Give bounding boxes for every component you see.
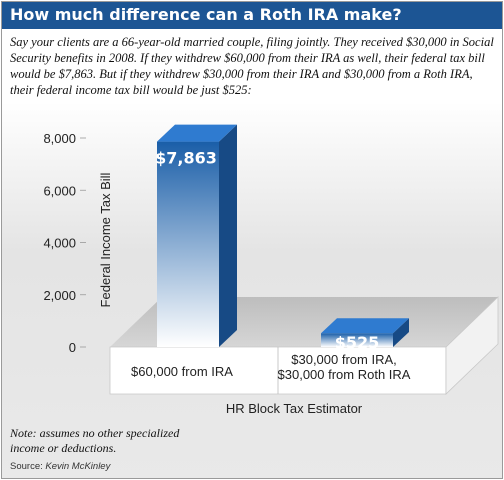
x-category-label-line: $30,000 from IRA, [291,352,397,367]
bar-top [157,124,237,142]
x-category-label-line: $60,000 from IRA [131,364,233,379]
y-tick-label: 6,000 [43,183,76,198]
bar [321,318,409,347]
bar-side [393,318,409,347]
bar-side [219,124,237,347]
x-category-label: $60,000 from IRA [131,364,233,379]
footnote: Note: assumes no other specialized incom… [10,426,180,455]
y-tick-label: 0 [69,340,76,355]
source-name: Kevin McKinley [45,461,111,472]
bar-data-label: $7,863 [155,149,217,168]
bar-front [321,333,393,347]
y-tick-label: 8,000 [43,131,76,146]
bar-top [321,318,409,334]
intro-text: Say your clients are a 66-year-old marri… [10,35,494,97]
infographic-title: How much difference can a Roth IRA make? [10,5,402,24]
source-line: Source: Kevin McKinley [10,461,110,472]
bar [157,124,237,347]
y-tick-label: 2,000 [43,288,76,303]
bar-data-label: $525 [335,333,380,352]
x-axis-label: HR Block Tax Estimator [226,401,363,416]
x-category-label-line: $30,000 from Roth IRA [278,367,411,382]
bar-front [157,141,219,347]
x-category-label: $30,000 from IRA, $30,000 from Roth IRA [278,352,411,382]
source-label: Source: [10,461,43,472]
y-axis-label: Federal Income Tax Bill [98,172,113,307]
category-panel-side [445,296,499,395]
title-bar: How much difference can a Roth IRA make? [2,2,502,29]
y-tick-label: 4,000 [43,236,76,251]
